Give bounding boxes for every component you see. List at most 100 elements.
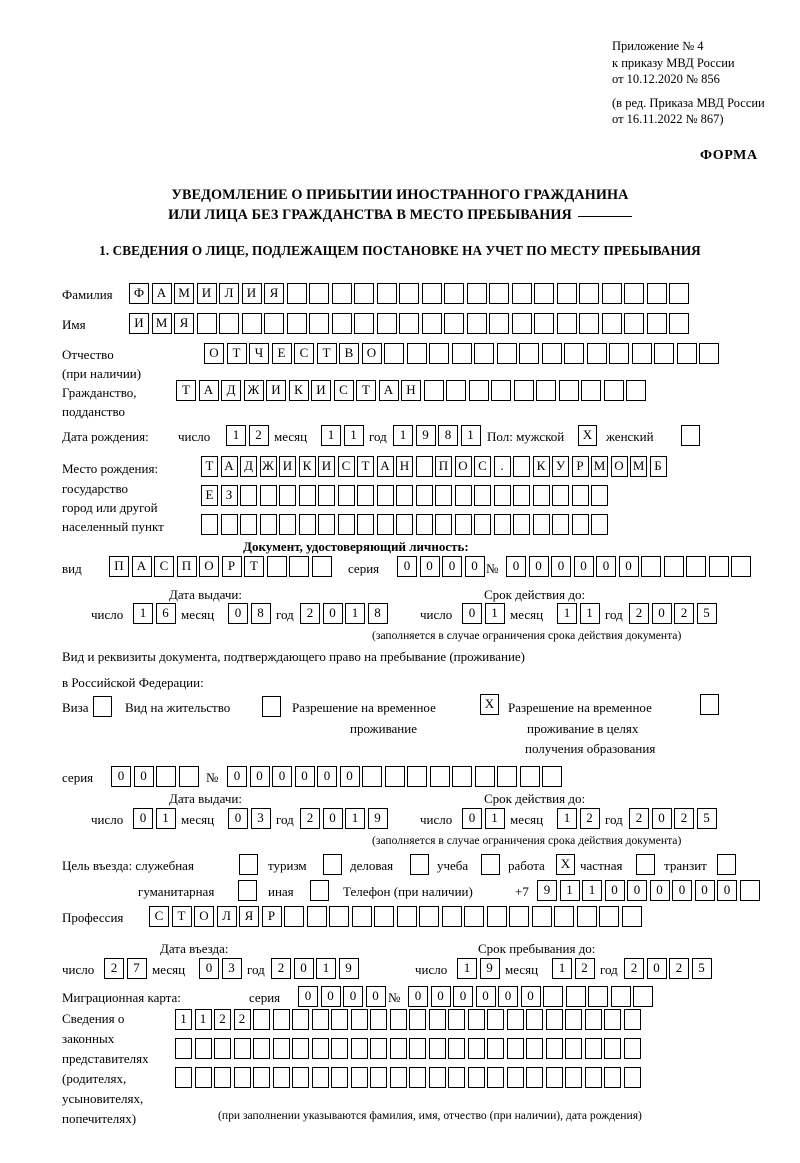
char-cell[interactable] bbox=[452, 766, 472, 787]
char-cell[interactable]: 1 bbox=[559, 880, 580, 901]
char-cell[interactable]: 6 bbox=[155, 603, 176, 624]
char-cell[interactable] bbox=[532, 485, 550, 506]
char-cell[interactable] bbox=[489, 313, 509, 334]
char-cell[interactable] bbox=[421, 313, 442, 334]
char-cell[interactable] bbox=[506, 1009, 524, 1030]
char-cell[interactable] bbox=[466, 283, 487, 304]
char-cell[interactable] bbox=[448, 1067, 465, 1088]
char-cell[interactable] bbox=[214, 1067, 231, 1088]
char-cell[interactable]: Т bbox=[357, 456, 374, 477]
char-cell[interactable]: С bbox=[474, 456, 491, 477]
char-cell[interactable] bbox=[542, 766, 562, 787]
char-cell[interactable] bbox=[599, 906, 619, 927]
char-cell[interactable] bbox=[576, 906, 597, 927]
char-cell[interactable] bbox=[331, 313, 352, 334]
char-cell[interactable]: 0 bbox=[651, 808, 672, 829]
char-cell[interactable]: 0 bbox=[419, 556, 440, 577]
char-cell[interactable] bbox=[543, 986, 563, 1007]
char-cell[interactable] bbox=[513, 380, 534, 401]
char-cell[interactable] bbox=[448, 1009, 465, 1030]
char-cell[interactable]: А bbox=[220, 456, 238, 477]
char-cell[interactable] bbox=[240, 514, 257, 535]
char-cell[interactable] bbox=[545, 1009, 563, 1030]
char-cell[interactable] bbox=[337, 485, 355, 506]
char-cell[interactable]: П bbox=[435, 456, 452, 477]
char-cell[interactable] bbox=[331, 1038, 348, 1059]
char-cell[interactable] bbox=[669, 313, 689, 334]
char-cell[interactable] bbox=[272, 1009, 290, 1030]
char-cell[interactable]: 1 bbox=[552, 958, 572, 979]
char-cell[interactable]: С bbox=[333, 380, 354, 401]
char-cell[interactable] bbox=[318, 514, 335, 535]
char-cell[interactable] bbox=[331, 1067, 348, 1088]
char-cell[interactable] bbox=[609, 343, 629, 364]
char-cell[interactable]: 0 bbox=[453, 986, 473, 1007]
char-cell[interactable]: Н bbox=[401, 380, 421, 401]
char-cell[interactable] bbox=[631, 343, 652, 364]
char-cell[interactable]: И bbox=[196, 283, 217, 304]
char-cell[interactable] bbox=[396, 906, 417, 927]
char-cell[interactable] bbox=[623, 1009, 641, 1030]
char-cell[interactable]: 0 bbox=[199, 958, 219, 979]
char-cell[interactable]: О bbox=[199, 556, 219, 577]
sex-female-checkbox[interactable] bbox=[681, 425, 700, 446]
char-cell[interactable] bbox=[214, 1038, 231, 1059]
char-cell[interactable]: 2 bbox=[574, 958, 595, 979]
char-cell[interactable]: П bbox=[109, 556, 129, 577]
char-cell[interactable] bbox=[233, 1038, 251, 1059]
char-cell[interactable]: 2 bbox=[629, 808, 649, 829]
char-cell[interactable] bbox=[175, 1038, 192, 1059]
char-cell[interactable] bbox=[552, 485, 569, 506]
char-cell[interactable] bbox=[474, 514, 491, 535]
char-cell[interactable]: 2 bbox=[669, 958, 689, 979]
char-cell[interactable] bbox=[565, 1038, 582, 1059]
char-cell[interactable] bbox=[474, 766, 495, 787]
char-cell[interactable]: 0 bbox=[343, 986, 363, 1007]
char-cell[interactable]: 2 bbox=[300, 808, 320, 829]
char-cell[interactable] bbox=[601, 313, 622, 334]
char-cell[interactable]: Т bbox=[176, 380, 196, 401]
char-cell[interactable] bbox=[201, 514, 218, 535]
char-cell[interactable] bbox=[565, 1009, 582, 1030]
char-cell[interactable] bbox=[454, 485, 472, 506]
char-cell[interactable] bbox=[279, 485, 296, 506]
char-cell[interactable] bbox=[493, 485, 511, 506]
char-cell[interactable] bbox=[466, 313, 487, 334]
char-cell[interactable]: 9 bbox=[338, 958, 359, 979]
char-cell[interactable]: К bbox=[532, 456, 550, 477]
char-cell[interactable] bbox=[298, 485, 316, 506]
char-cell[interactable] bbox=[451, 343, 472, 364]
char-cell[interactable]: Е bbox=[271, 343, 292, 364]
char-cell[interactable] bbox=[441, 906, 462, 927]
char-cell[interactable]: 0 bbox=[320, 986, 341, 1007]
char-cell[interactable] bbox=[474, 343, 494, 364]
char-cell[interactable] bbox=[409, 1038, 426, 1059]
char-cell[interactable]: 1 bbox=[557, 808, 577, 829]
char-cell[interactable] bbox=[513, 456, 530, 477]
char-cell[interactable] bbox=[264, 313, 284, 334]
char-cell[interactable] bbox=[415, 514, 433, 535]
char-cell[interactable]: М bbox=[174, 283, 194, 304]
char-cell[interactable]: О bbox=[204, 343, 224, 364]
char-cell[interactable]: 1 bbox=[393, 425, 413, 446]
char-cell[interactable]: 0 bbox=[408, 986, 428, 1007]
char-cell[interactable] bbox=[565, 1067, 582, 1088]
char-cell[interactable]: Р bbox=[261, 906, 282, 927]
char-cell[interactable] bbox=[253, 1009, 270, 1030]
char-cell[interactable] bbox=[446, 380, 466, 401]
char-cell[interactable] bbox=[376, 283, 397, 304]
char-cell[interactable] bbox=[541, 343, 562, 364]
char-cell[interactable] bbox=[708, 556, 729, 577]
char-cell[interactable]: 1 bbox=[194, 1009, 212, 1030]
char-cell[interactable] bbox=[496, 343, 517, 364]
visa-checkbox[interactable] bbox=[93, 696, 112, 717]
char-cell[interactable]: В bbox=[339, 343, 359, 364]
